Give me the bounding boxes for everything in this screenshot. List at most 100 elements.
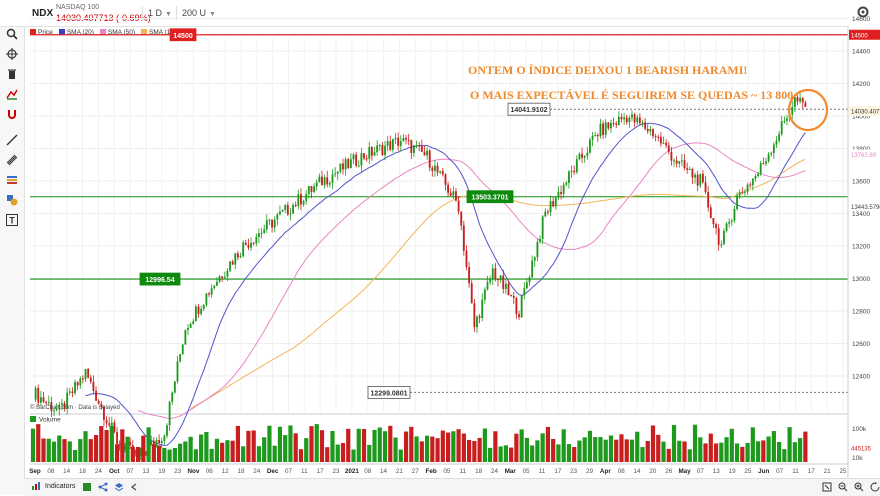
- reset-icon[interactable]: [870, 482, 880, 492]
- volume-bar: [162, 447, 167, 462]
- indicators-button[interactable]: Indicators: [32, 482, 75, 490]
- volume-bar: [771, 431, 776, 462]
- volume-bar: [114, 444, 120, 462]
- candle-body: [673, 160, 675, 162]
- axis-tag-sma20-bg: [849, 201, 880, 212]
- volume-bar: [493, 431, 498, 462]
- candle-body: [539, 238, 541, 242]
- layers-icon[interactable]: [114, 482, 124, 492]
- zoom-in-icon[interactable]: [854, 482, 864, 492]
- candle-body: [444, 174, 447, 185]
- legend-item[interactable]: SMA (20): [58, 29, 94, 36]
- candle-body: [744, 191, 746, 193]
- candle-body: [360, 153, 363, 166]
- range-dropdown[interactable]: 200 U ▼: [176, 6, 221, 20]
- candle-body: [528, 277, 531, 283]
- legend-label: SMA (50): [107, 29, 135, 36]
- x-axis-label: 20: [649, 468, 657, 475]
- candle-body: [780, 121, 783, 135]
- volume-bar: [78, 439, 83, 462]
- chevron-down-icon: ▼: [209, 11, 216, 18]
- zoom-icon[interactable]: [3, 26, 21, 42]
- candle-body: [667, 145, 670, 152]
- candle-body: [394, 137, 397, 140]
- candle-body: [402, 137, 405, 142]
- text-tool-icon[interactable]: T: [3, 212, 21, 228]
- candle-body: [741, 192, 744, 194]
- candle-body: [594, 134, 597, 137]
- candle-body: [686, 168, 689, 170]
- trendline-icon[interactable]: [3, 132, 21, 148]
- legend-item[interactable]: SMA (50): [99, 29, 135, 36]
- volume-bar: [645, 441, 650, 462]
- candle-body: [124, 445, 126, 450]
- x-axis-label: 08: [364, 468, 372, 475]
- price-tick: 12800: [852, 309, 870, 316]
- legend: Price SMA (20) SMA (50) SMA (100): [30, 29, 180, 36]
- fit-chart-icon[interactable]: [822, 482, 832, 492]
- price-tick: 14200: [852, 81, 870, 88]
- volume-bar: [750, 427, 755, 462]
- interval-value: 1 D: [148, 8, 163, 18]
- volume-bar: [361, 428, 367, 462]
- candle-body: [481, 299, 484, 318]
- interval-dropdown[interactable]: 1 D ▼: [142, 6, 177, 20]
- level-label-red-box: [169, 28, 197, 42]
- bottom-icons: [82, 482, 138, 492]
- crosshair-icon[interactable]: [3, 46, 21, 62]
- candle-body: [625, 117, 628, 123]
- volume-bar: [524, 437, 529, 462]
- candle-body: [218, 276, 221, 282]
- x-axis-label: 18: [237, 468, 245, 475]
- candle-body: [391, 139, 394, 150]
- candle-body: [715, 224, 717, 229]
- scroll-left-icon[interactable]: [130, 482, 138, 492]
- zoom-out-icon[interactable]: [838, 482, 848, 492]
- candle-body: [315, 182, 318, 187]
- candle-body: [236, 253, 239, 258]
- candle-body: [145, 453, 147, 455]
- candle-body: [297, 194, 300, 207]
- candle-body: [339, 163, 342, 172]
- volume-bar: [225, 440, 230, 462]
- volume-bar: [682, 441, 687, 462]
- candle-body: [160, 440, 163, 443]
- candle-body: [168, 401, 171, 426]
- svg-text:T: T: [9, 216, 15, 226]
- legend-swatch: [30, 29, 36, 35]
- compare-icon[interactable]: [82, 482, 92, 492]
- legend-item[interactable]: Price: [30, 29, 53, 36]
- candle-body: [746, 184, 749, 192]
- symbol-label[interactable]: NDX: [32, 8, 54, 19]
- candle-body: [709, 207, 712, 219]
- candle-body: [615, 123, 618, 125]
- price-tick: 12600: [852, 341, 870, 348]
- magnet-icon[interactable]: [3, 106, 21, 122]
- candle-body: [357, 165, 360, 167]
- candle-body: [554, 197, 557, 207]
- volume-bar: [556, 444, 561, 462]
- volume-bar: [472, 441, 477, 462]
- candle-body: [302, 201, 305, 205]
- volume-bar: [614, 439, 619, 462]
- candle-body: [50, 402, 53, 411]
- candle-body: [192, 321, 195, 324]
- candle-body: [84, 368, 87, 380]
- volume-bar: [577, 440, 582, 462]
- candle-body: [58, 404, 61, 410]
- settings-icon[interactable]: [856, 5, 870, 21]
- volume-bar: [451, 431, 456, 462]
- x-axis-label: Feb: [425, 468, 436, 475]
- price-tick: 14000: [852, 114, 870, 121]
- price-tick: 14400: [852, 49, 870, 56]
- channel-icon[interactable]: [3, 152, 21, 168]
- fibonacci-icon[interactable]: [3, 172, 21, 188]
- candle-body: [659, 136, 662, 144]
- legend-item[interactable]: SMA (100): [141, 29, 180, 36]
- shapes-icon[interactable]: [3, 192, 21, 208]
- volume-bar: [661, 441, 666, 462]
- share-icon[interactable]: [98, 482, 108, 492]
- chart-type-icon[interactable]: [3, 86, 21, 102]
- trash-icon[interactable]: [3, 66, 21, 82]
